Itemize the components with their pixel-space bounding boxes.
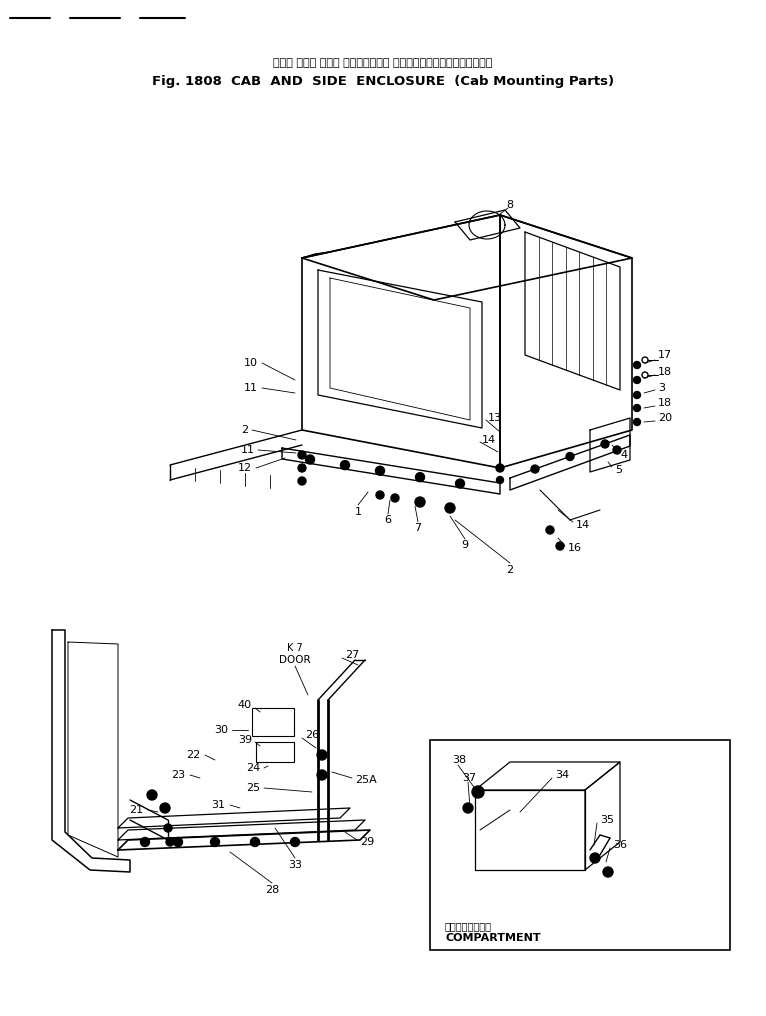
Circle shape [531,465,539,473]
Text: 35: 35 [600,815,614,825]
Text: 9: 9 [461,539,469,550]
Circle shape [613,446,621,454]
Circle shape [250,837,260,846]
Circle shape [166,838,174,846]
Circle shape [496,464,504,472]
Circle shape [456,480,464,488]
Text: 10: 10 [244,358,258,368]
Circle shape [160,803,170,813]
Text: 18: 18 [658,367,672,377]
Text: 29: 29 [360,837,375,847]
Text: 14: 14 [576,520,590,530]
Circle shape [603,867,613,877]
Text: 30: 30 [214,725,228,735]
Text: 18: 18 [658,398,672,408]
Text: Fig. 1808  CAB  AND  SIDE  ENCLOSURE  (Cab Mounting Parts): Fig. 1808 CAB AND SIDE ENCLOSURE (Cab Mo… [152,75,614,88]
Text: 33: 33 [288,860,302,870]
Circle shape [306,455,315,464]
Circle shape [298,451,306,459]
Text: 11: 11 [241,445,255,455]
Text: 1: 1 [355,507,362,517]
Text: 27: 27 [345,650,359,660]
Text: K 7: K 7 [287,643,303,653]
Circle shape [633,362,640,369]
Circle shape [633,391,640,398]
Circle shape [317,750,327,760]
Text: 25: 25 [246,783,260,793]
Bar [252,708,294,736]
Circle shape [590,853,600,863]
Circle shape [298,477,306,485]
Bar [256,742,294,762]
Text: 12: 12 [238,463,252,473]
Circle shape [415,472,424,482]
Text: 37: 37 [462,773,476,783]
Text: 6: 6 [385,515,391,525]
Circle shape [376,491,384,499]
Circle shape [140,837,149,846]
Text: 11: 11 [244,383,258,393]
Circle shape [472,786,484,798]
Text: 3: 3 [658,383,665,393]
Text: COMPARTMENT: COMPARTMENT [445,933,541,943]
Circle shape [556,542,564,550]
Circle shape [496,477,503,484]
Circle shape [147,790,157,800]
Text: 38: 38 [452,755,466,765]
Text: キャブ および サイド インクロージャ （キャブマウンティングパーツ）: キャブ および サイド インクロージャ （キャブマウンティングパーツ） [273,58,493,68]
Text: 20: 20 [658,412,672,423]
Circle shape [463,803,473,813]
Text: 2: 2 [506,565,513,575]
Circle shape [174,837,182,846]
Circle shape [633,419,640,426]
Circle shape [445,503,455,513]
Circle shape [317,770,327,780]
Circle shape [375,466,385,475]
Circle shape [164,824,172,832]
Bar [430,740,730,950]
Text: 24: 24 [246,763,260,773]
Text: 14: 14 [482,435,496,445]
Text: 13: 13 [488,412,502,423]
Circle shape [633,377,640,383]
Circle shape [298,464,306,472]
Text: 8: 8 [506,200,513,210]
Text: 4: 4 [620,450,627,460]
Text: 28: 28 [265,885,279,895]
Text: 2: 2 [241,425,248,435]
Circle shape [566,452,574,460]
Text: 26: 26 [305,731,319,740]
Text: 34: 34 [555,770,569,780]
Text: コンパートメント: コンパートメント [445,920,492,931]
Text: 23: 23 [171,770,185,780]
Circle shape [415,497,425,507]
Text: 31: 31 [211,800,225,810]
Text: 22: 22 [185,750,200,760]
Text: 16: 16 [568,543,582,553]
Text: 40: 40 [238,700,252,710]
Circle shape [633,404,640,411]
Text: 17: 17 [658,350,672,360]
Text: DOOR: DOOR [279,655,311,665]
Circle shape [290,837,300,846]
Text: 7: 7 [414,523,421,533]
Text: 39: 39 [238,735,252,745]
Circle shape [391,494,399,502]
Circle shape [211,837,220,846]
Text: 36: 36 [613,840,627,850]
Text: 5: 5 [615,465,622,475]
Circle shape [341,460,349,469]
Circle shape [546,526,554,534]
Circle shape [601,440,609,448]
Text: 25A: 25A [355,775,377,785]
Text: 21: 21 [129,805,143,815]
